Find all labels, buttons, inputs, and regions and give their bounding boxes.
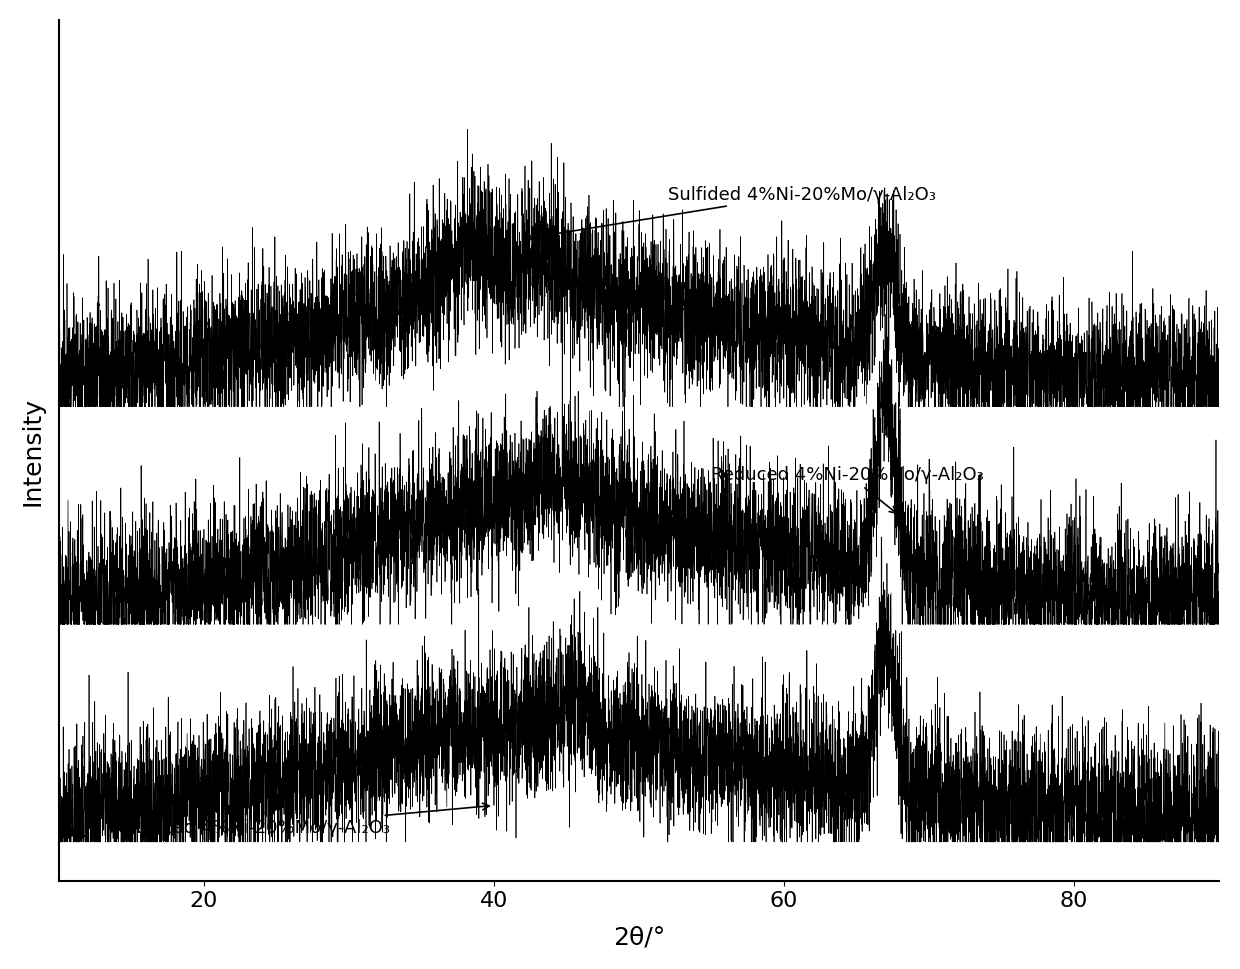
Text: Oxidized 4%Ni-20%Mo/γ-Al₂O₃: Oxidized 4%Ni-20%Mo/γ-Al₂O₃ xyxy=(117,803,490,836)
Y-axis label: Intensity: Intensity xyxy=(21,396,45,505)
Text: Sulfided 4%Ni-20%Mo/γ-Al₂O₃: Sulfided 4%Ni-20%Mo/γ-Al₂O₃ xyxy=(527,186,936,241)
X-axis label: 2θ/°: 2θ/° xyxy=(613,924,665,949)
Text: Reduced 4%Ni-20%Mo/γ-Al₂O₃: Reduced 4%Ni-20%Mo/γ-Al₂O₃ xyxy=(712,466,985,514)
